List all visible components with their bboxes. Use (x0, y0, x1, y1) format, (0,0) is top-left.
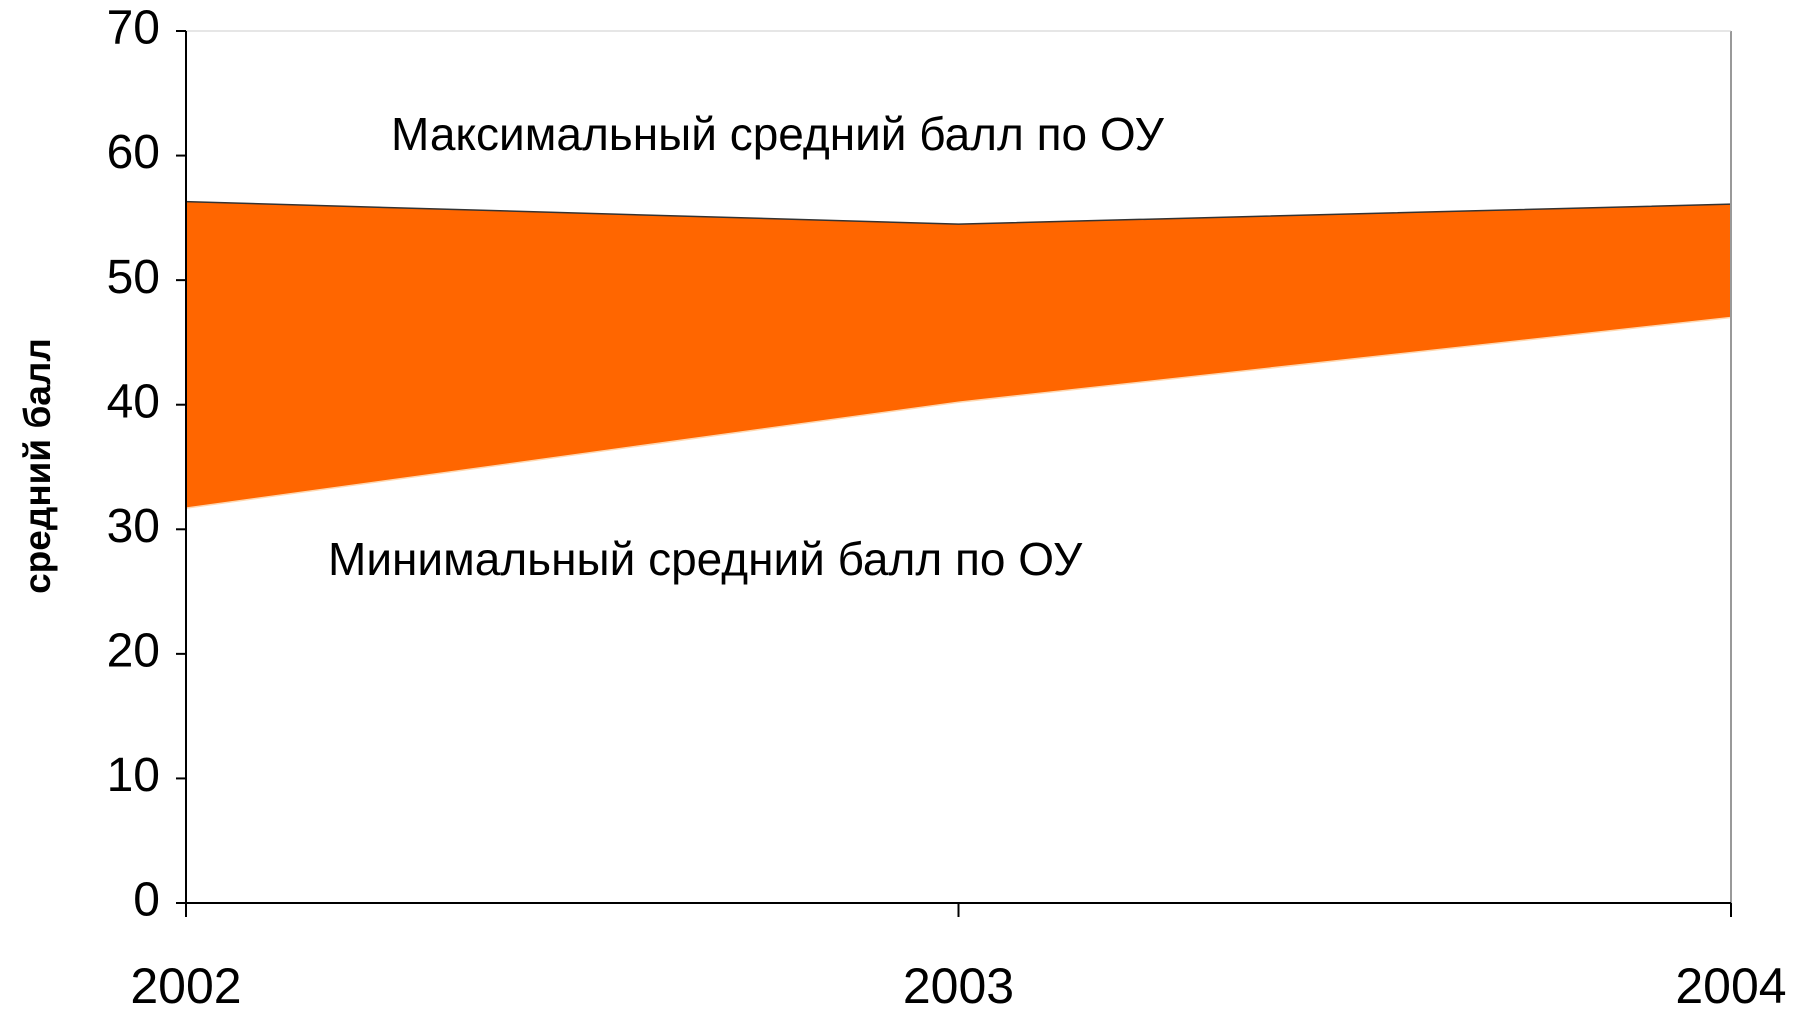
y-tick-label: 20 (107, 625, 160, 678)
band-area (186, 201, 1731, 509)
y-tick-label: 60 (107, 126, 160, 179)
y-tick-label: 70 (107, 2, 160, 55)
y-axis-label: средний балл (17, 338, 58, 594)
series-line (185, 200, 1732, 225)
y-tick-label: 10 (107, 749, 160, 802)
series-label: Минимальный средний балл по ОУ (328, 533, 1083, 585)
x-tick-label: 2004 (1675, 958, 1786, 1014)
series-line (185, 316, 1732, 509)
x-tick-label: 2002 (130, 958, 241, 1014)
y-tick-label: 40 (107, 375, 160, 428)
y-tick-label: 30 (107, 500, 160, 553)
y-tick-label: 0 (133, 874, 160, 927)
series-label: Максимальный средний балл по ОУ (391, 108, 1165, 160)
x-tick-label: 2003 (903, 958, 1014, 1014)
y-tick-label: 50 (107, 251, 160, 304)
